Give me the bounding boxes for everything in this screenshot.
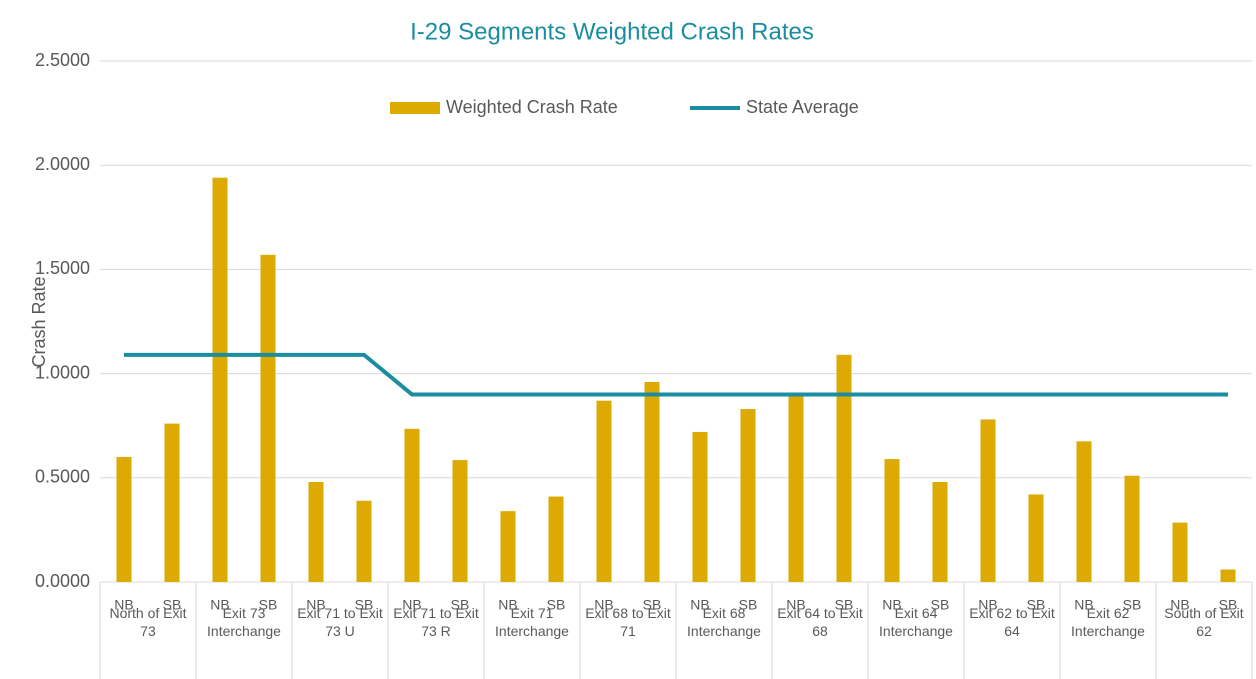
bar (308, 481, 324, 582)
x-tick-label: SB (1027, 597, 1046, 613)
group-label: Exit 71 to Exit 73 U (297, 605, 383, 639)
group-label: Exit 68 to Exit 71 (585, 605, 671, 639)
bar (404, 428, 420, 582)
bar (1172, 522, 1188, 582)
y-axis-label: Crash Rate (29, 276, 49, 367)
bar (1028, 494, 1044, 582)
group-label: Exit 73 Interchange (207, 605, 281, 639)
bar (932, 481, 948, 582)
bar (212, 177, 228, 583)
group-label: South of Exit 62 (1164, 605, 1244, 639)
x-tick-label: SB (835, 597, 854, 613)
bar (1076, 441, 1092, 582)
x-tick-label: NB (978, 597, 997, 613)
group-label: North of Exit 73 (109, 605, 187, 639)
x-tick-label: NB (402, 597, 421, 613)
bar (980, 419, 996, 582)
chart-title: I-29 Segments Weighted Crash Rates (410, 18, 814, 45)
x-tick-label: NB (114, 597, 133, 613)
legend-swatch (390, 102, 440, 114)
group-label: Exit 64 Interchange (879, 605, 953, 639)
y-tick-label: 0.0000 (35, 571, 90, 591)
x-tick-label: NB (498, 597, 517, 613)
bar (788, 394, 804, 582)
bar (1220, 569, 1236, 582)
bar (260, 254, 276, 582)
x-tick-label: NB (1170, 597, 1189, 613)
bar (1124, 475, 1140, 582)
bar (164, 423, 180, 582)
bar (116, 456, 132, 582)
y-tick-label: 1.5000 (35, 258, 90, 278)
bar (500, 511, 516, 582)
y-tick-label: 2.0000 (35, 154, 90, 174)
bar (836, 354, 852, 582)
y-tick-label: 0.5000 (35, 467, 90, 487)
x-tick-label: SB (163, 597, 182, 613)
x-tick-label: SB (931, 597, 950, 613)
group-label: Exit 64 to Exit 68 (777, 605, 863, 639)
y-tick-label: 2.5000 (35, 50, 90, 70)
x-tick-label: NB (594, 597, 613, 613)
bar (356, 500, 372, 582)
x-tick-label: SB (643, 597, 662, 613)
legend-label: State Average (746, 97, 859, 117)
group-label: Exit 68 Interchange (687, 605, 761, 639)
x-tick-label: SB (259, 597, 278, 613)
y-tick-label: 1.0000 (35, 362, 90, 382)
bar (548, 496, 564, 582)
bar (884, 459, 900, 582)
group-label: Exit 62 Interchange (1071, 605, 1145, 639)
x-tick-label: SB (739, 597, 758, 613)
x-tick-label: SB (355, 597, 374, 613)
x-tick-label: SB (1219, 597, 1238, 613)
x-tick-label: NB (1074, 597, 1093, 613)
bar (692, 431, 708, 582)
x-tick-label: NB (306, 597, 325, 613)
x-tick-label: SB (547, 597, 566, 613)
x-tick-label: NB (882, 597, 901, 613)
x-tick-label: NB (690, 597, 709, 613)
legend-label: Weighted Crash Rate (446, 97, 618, 117)
group-label: Exit 71 to Exit 73 R (393, 605, 479, 639)
x-tick-label: SB (1123, 597, 1142, 613)
x-tick-label: SB (451, 597, 470, 613)
bar (644, 381, 660, 582)
bar (740, 409, 756, 582)
bar (452, 460, 468, 582)
line (124, 352, 1228, 397)
group-label: Exit 71 Interchange (495, 605, 569, 639)
x-tick-label: NB (786, 597, 805, 613)
group-label: Exit 62 to Exit 64 (969, 605, 1055, 639)
bar (596, 400, 612, 582)
x-tick-label: NB (210, 597, 229, 613)
